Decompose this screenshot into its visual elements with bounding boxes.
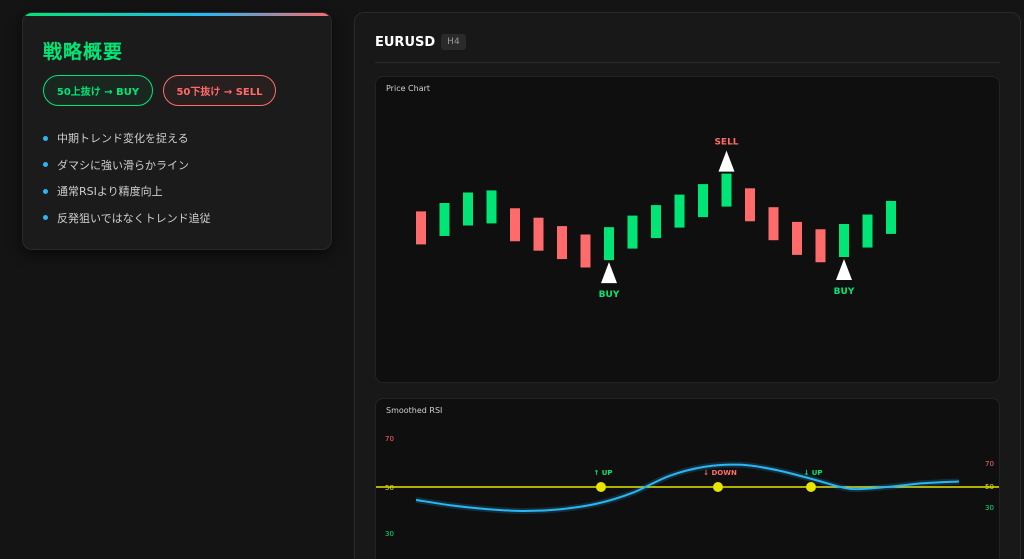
buy-signal-arrow-icon [601, 262, 617, 284]
rsi-level-30-right: 30 [985, 504, 994, 512]
rsi-cross-marker [596, 482, 606, 492]
feature-text: ダマシに強い滑らかライン [57, 158, 189, 172]
sell-rule-button[interactable]: 50下抜け → SELL [163, 75, 276, 106]
rsi-cross-marker [806, 482, 816, 492]
bull-candle [721, 173, 732, 207]
feature-text: 反発狙いではなくトレンド追従 [57, 211, 211, 225]
rsi-level-30-left: 30 [385, 530, 394, 538]
symbol-header: EURUSD H4 [375, 33, 466, 51]
price-chart-label: Price Chart [386, 84, 431, 93]
price-chart[interactable]: Price Chart BUY SELL BUY [375, 76, 1000, 383]
bear-candle [745, 188, 755, 222]
rsi-level-50-left: 50 [385, 484, 394, 492]
bull-candle [627, 215, 638, 249]
feature-item: 通常RSIより精度向上 [43, 178, 211, 205]
rsi-chart-label: Smoothed RSI [386, 406, 443, 415]
chart-panel: EURUSD H4 Price Chart BUY SELL BUY Smoothe… [354, 12, 1021, 559]
bull-candle [463, 192, 473, 226]
bull-candle [886, 200, 896, 234]
feature-list: 中期トレンド変化を捉える ダマシに強い滑らかライン 通常RSIより精度向上 反発… [43, 125, 211, 231]
strategy-summary-card: 戦略概要 50上抜け → BUY 50下抜け → SELL 中期トレンド変化を捉… [22, 12, 332, 250]
bullet-dot-icon [43, 135, 48, 141]
bull-candle [439, 203, 450, 236]
sell-signal-label: SELL [714, 138, 738, 148]
bear-candle [510, 208, 520, 242]
rsi-cross-marker [713, 482, 723, 492]
bull-candle [839, 224, 849, 257]
bull-candle [651, 205, 661, 239]
feature-item: 反発狙いではなくトレンド追従 [43, 205, 211, 232]
bear-candle [580, 234, 591, 268]
summary-title: 戦略概要 [43, 41, 124, 63]
feature-item: ダマシに強い滑らかライン [43, 152, 211, 179]
rsi-level-70-left: 70 [385, 435, 394, 443]
bullet-dot-icon [43, 215, 48, 221]
header-divider [375, 62, 1000, 63]
bear-candle [533, 217, 544, 251]
bear-candle [768, 207, 779, 241]
rsi-cross-label: ↑ UP [593, 469, 612, 477]
rsi-chart[interactable]: Smoothed RSI 70 50 30 70 50 30 ↑ UP ↓ DOWN ↓ UP [375, 398, 1000, 559]
timeframe-badge[interactable]: H4 [441, 34, 466, 50]
bull-candle [674, 194, 685, 228]
rsi-cross-label: ↓ UP [803, 469, 822, 477]
feature-item: 中期トレンド変化を捉える [43, 125, 211, 152]
bull-candle [862, 214, 873, 248]
buy-signal-label: BUY [599, 290, 620, 300]
rsi-line [415, 463, 960, 513]
bull-candle [486, 190, 497, 224]
buy-rule-button[interactable]: 50上抜け → BUY [43, 75, 153, 106]
bull-candle [604, 227, 614, 261]
bullet-dot-icon [43, 162, 48, 168]
bear-candle [557, 226, 567, 260]
bull-candle [698, 184, 708, 218]
buy-signal-arrow-icon [836, 259, 852, 280]
bear-candle [416, 211, 426, 245]
bullet-dot-icon [43, 188, 48, 194]
price-chart-canvas: BUY SELL BUY [416, 138, 896, 300]
rsi-level-70-right: 70 [985, 460, 994, 468]
feature-text: 通常RSIより精度向上 [57, 185, 163, 199]
card-accent-line [23, 13, 331, 16]
sell-signal-arrow-icon [718, 150, 735, 172]
symbol-name: EURUSD [375, 34, 436, 50]
bear-candle [815, 229, 826, 263]
rsi-cross-label: ↓ DOWN [703, 469, 737, 477]
buy-signal-label: BUY [834, 287, 855, 297]
bear-candle [792, 221, 802, 255]
feature-text: 中期トレンド変化を捉える [57, 132, 189, 146]
